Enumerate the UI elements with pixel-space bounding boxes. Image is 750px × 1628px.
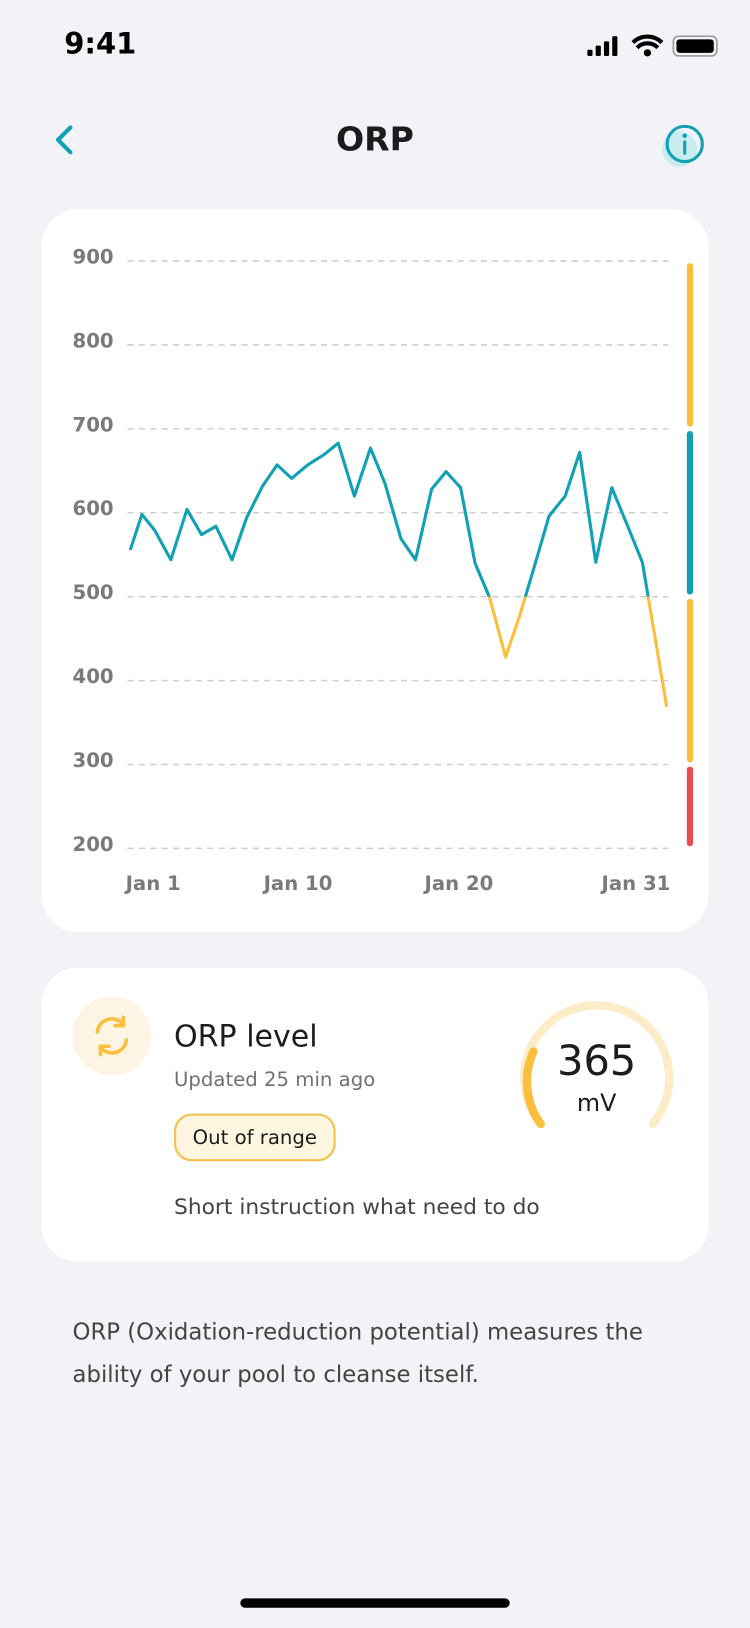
x-tick-label: Jan 20 xyxy=(423,872,494,895)
gauge-indicator xyxy=(522,1047,545,1129)
description: ORP (Oxidation-reduction potential) meas… xyxy=(72,1319,643,1389)
range-bar xyxy=(686,430,694,595)
x-tick-label: Jan 10 xyxy=(262,872,333,895)
y-tick-label: 200 xyxy=(73,833,114,856)
status-pill xyxy=(174,1113,336,1162)
wifi-icon xyxy=(631,34,664,50)
y-tick-label: 400 xyxy=(73,665,114,688)
gauge-unit: mV xyxy=(577,1089,617,1117)
status-icon-bg xyxy=(72,996,152,1076)
instruction-text: Short instruction what need to do xyxy=(174,1195,540,1220)
wifi-dot xyxy=(643,49,652,57)
status-time: 9:41 xyxy=(64,27,136,61)
range-bar xyxy=(686,263,694,427)
x-tick-label: Jan 1 xyxy=(124,872,181,895)
level-title: ORP level xyxy=(174,1019,318,1054)
back-button[interactable] xyxy=(55,125,73,155)
updated-text: Updated 25 min ago xyxy=(174,1068,375,1091)
sync-icon xyxy=(95,1015,129,1057)
range-bar xyxy=(686,766,694,847)
y-tick-label: 300 xyxy=(73,749,114,772)
battery-outline xyxy=(672,35,718,57)
chart-card xyxy=(41,209,709,933)
chart: 200 300 400 500 600 700 800 900 Jan 1 Jan 10 Jan 2… xyxy=(73,245,694,895)
signal-icon xyxy=(587,36,618,56)
y-tick-label: 600 xyxy=(73,497,114,520)
battery-level xyxy=(676,39,714,53)
y-tick-label: 800 xyxy=(73,329,114,352)
info-button[interactable] xyxy=(661,124,704,167)
status-text: Out of range xyxy=(193,1126,317,1149)
line-series xyxy=(129,441,669,708)
y-tick-label: 500 xyxy=(73,581,114,604)
level-card xyxy=(41,967,709,1262)
y-tick-label: 900 xyxy=(73,245,114,268)
y-tick-label: 700 xyxy=(73,413,114,436)
x-tick-label: Jan 31 xyxy=(600,872,671,895)
page-title: ORP xyxy=(336,119,414,158)
home-indicator xyxy=(240,1598,510,1608)
gauge-value: 365 xyxy=(557,1037,636,1085)
range-bar xyxy=(686,598,694,763)
